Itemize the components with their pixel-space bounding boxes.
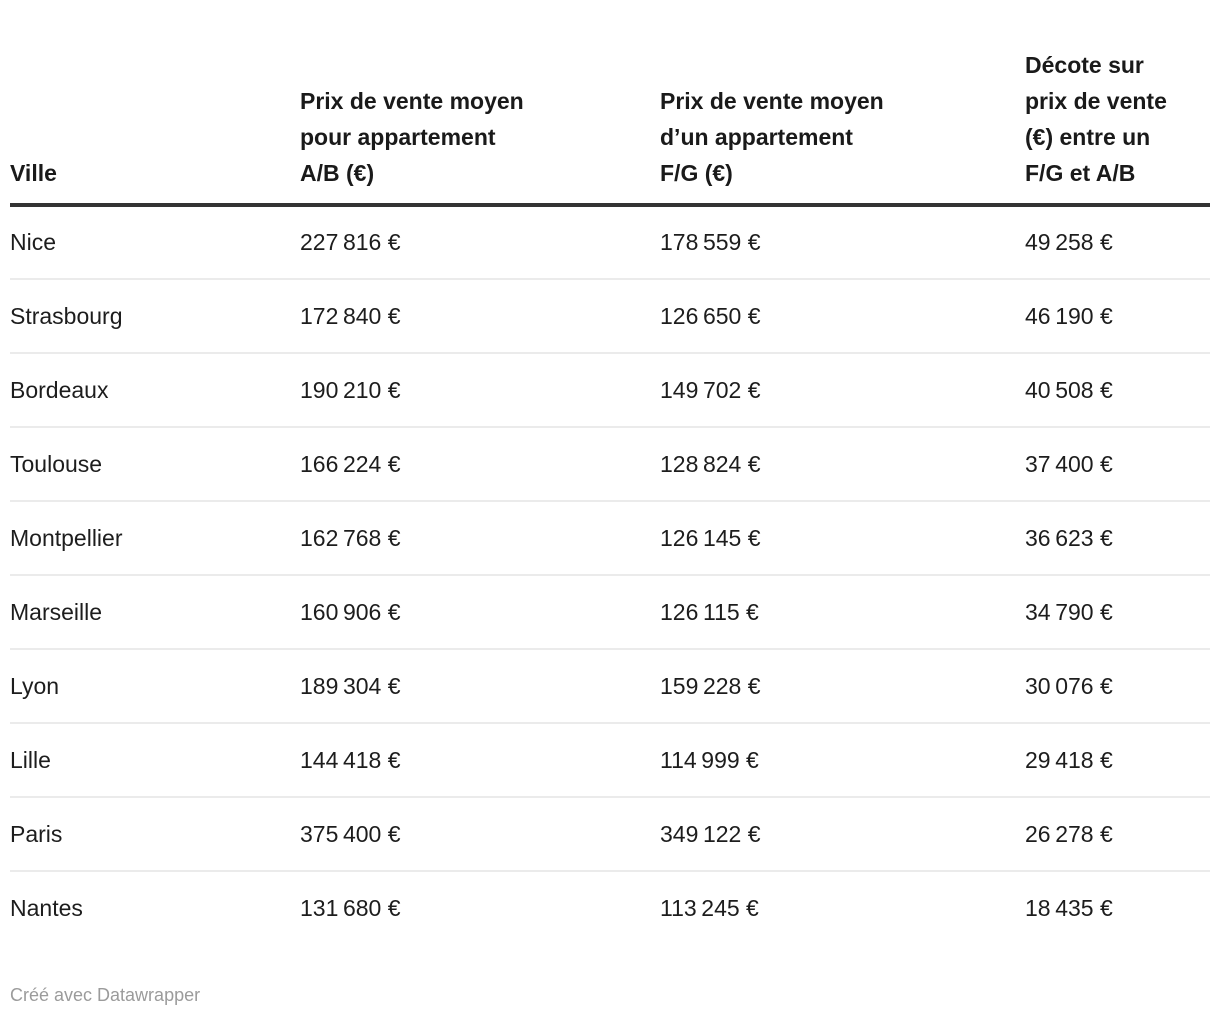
cell-decote: 34 790 € [1025, 575, 1210, 650]
table-row: Strasbourg 172 840 € 126 650 € 46 190 € [10, 279, 1210, 354]
column-header-prix-fg: Prix de vente moyen d’un appartement F/G… [660, 0, 1025, 207]
table-row: Bordeaux 190 210 € 149 702 € 40 508 € [10, 353, 1210, 428]
table-row: Lyon 189 304 € 159 228 € 30 076 € [10, 649, 1210, 724]
cell-prix-ab: 144 418 € [300, 723, 660, 798]
cell-decote: 46 190 € [1025, 279, 1210, 354]
cell-prix-fg: 113 245 € [660, 895, 759, 921]
cell-prix-fg: 126 145 € [660, 501, 1025, 576]
cell-prix-fg: 128 824 € [660, 427, 1025, 502]
cell-prix-ab: 375 400 € [300, 797, 660, 872]
cell-prix-ab: 189 304 € [300, 649, 660, 724]
cell-prix-ab: 162 768 € [300, 501, 660, 576]
datawrapper-credit: Créé avec Datawrapper [10, 985, 201, 1005]
cell-decote: 29 418 € [1025, 723, 1210, 798]
price-table: Ville Prix de vente moyen pour apparteme… [10, 0, 1210, 945]
cell-prix-ab: 190 210 € [300, 353, 660, 428]
cell-ville: Nice [10, 205, 300, 280]
cell-ville: Montpellier [10, 501, 300, 576]
cell-ville: Paris [10, 797, 300, 872]
cell-prix-fg: 149 702 € [660, 353, 1025, 428]
cell-prix-fg: 178 559 € [660, 205, 1025, 280]
cell-prix-ab: 166 224 € [300, 427, 660, 502]
cell-prix-fg: 114 999 € [660, 723, 1025, 798]
cell-decote: 36 623 € [1025, 501, 1210, 576]
cell-decote: 26 278 € [1025, 797, 1210, 872]
table-row: Marseille 160 906 € 126 115 € 34 790 € [10, 575, 1210, 650]
cell-decote: 30 076 € [1025, 649, 1210, 724]
table-row: Montpellier 162 768 € 126 145 € 36 623 € [10, 501, 1210, 576]
table-row: Toulouse 166 224 € 128 824 € 37 400 € [10, 427, 1210, 502]
cell-prix-fg: 126 650 € [660, 279, 1025, 354]
cell-prix-fg: 126 115 € [660, 575, 1025, 650]
cell-prix-ab: 160 906 € [300, 575, 660, 650]
cell-ville: Lyon [10, 649, 300, 724]
cell-ville: Nantes [10, 895, 83, 921]
cell-decote: 40 508 € [1025, 353, 1210, 428]
table-header-row: Ville Prix de vente moyen pour apparteme… [10, 0, 1210, 207]
cell-decote: 49 258 € [1025, 205, 1210, 280]
table-header: Ville Prix de vente moyen pour apparteme… [10, 0, 1210, 207]
cell-prix-ab: 227 816 € [300, 205, 660, 280]
cell-ville: Marseille [10, 575, 300, 650]
table-row: Nantes 131 680 € 113 245 € 18 435 € [10, 871, 1210, 945]
cell-decote: 18 435 € [1025, 895, 1113, 921]
column-header-ville: Ville [10, 0, 300, 207]
table-body: Nice 227 816 € 178 559 € 49 258 € Strasb… [10, 205, 1210, 945]
cell-ville: Bordeaux [10, 353, 300, 428]
column-header-prix-ab: Prix de vente moyen pour appartement A/B… [300, 0, 660, 207]
column-header-decote: Décote sur prix de vente (€) entre un F/… [1025, 0, 1210, 207]
cell-prix-fg: 159 228 € [660, 649, 1025, 724]
cell-ville: Lille [10, 723, 300, 798]
table-row: Nice 227 816 € 178 559 € 49 258 € [10, 205, 1210, 280]
cell-decote: 37 400 € [1025, 427, 1210, 502]
cell-prix-fg: 349 122 € [660, 797, 1025, 872]
table-row: Lille 144 418 € 114 999 € 29 418 € [10, 723, 1210, 798]
cell-prix-ab: 172 840 € [300, 279, 660, 354]
cell-prix-ab: 131 680 € [300, 895, 401, 921]
cell-ville: Toulouse [10, 427, 300, 502]
table-row: Paris 375 400 € 349 122 € 26 278 € [10, 797, 1210, 872]
cell-ville: Strasbourg [10, 279, 300, 354]
